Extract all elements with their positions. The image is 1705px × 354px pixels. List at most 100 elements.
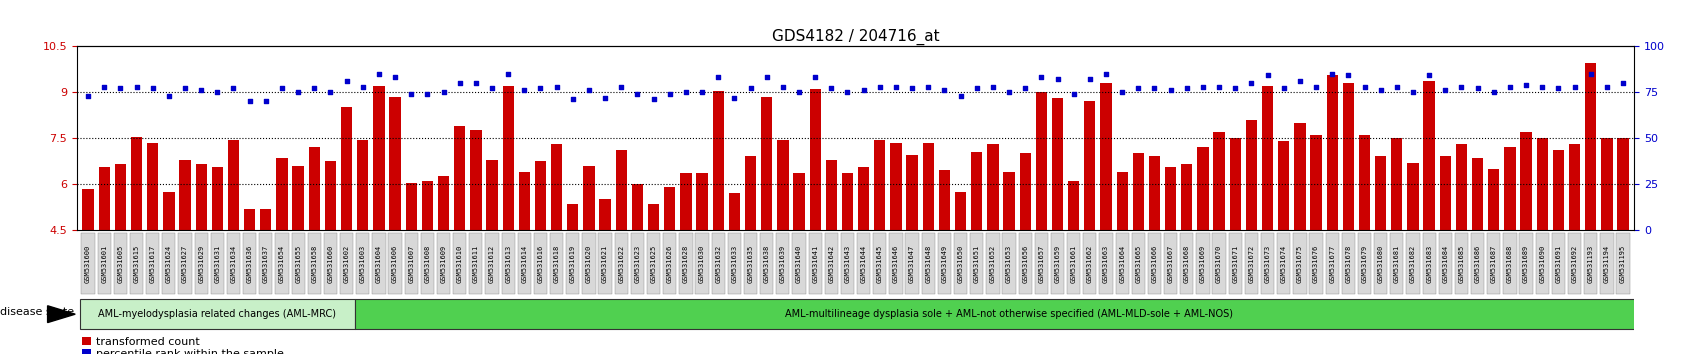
Text: GSM531652: GSM531652 (989, 245, 996, 283)
Text: GSM531607: GSM531607 (407, 245, 414, 283)
Bar (82, 233, 95, 294)
Bar (1180, 164, 1192, 230)
Text: GSM531635: GSM531635 (747, 245, 754, 283)
Bar (1439, 156, 1451, 230)
Bar (938, 170, 950, 230)
Bar (810, 89, 820, 230)
Bar (1390, 233, 1403, 294)
Point (1238, 80, 1265, 86)
Text: GSM531609: GSM531609 (440, 245, 447, 283)
Bar (1502, 233, 1516, 294)
Bar (1487, 169, 1499, 230)
Text: GSM531194: GSM531194 (1603, 245, 1610, 283)
Bar (841, 233, 854, 294)
Text: GSM531684: GSM531684 (1441, 245, 1448, 283)
Bar (1584, 233, 1596, 294)
Bar (566, 233, 580, 294)
Bar (1180, 233, 1194, 294)
Bar (1245, 233, 1257, 294)
Bar (355, 299, 1662, 329)
Text: GSM531678: GSM531678 (1345, 245, 1350, 283)
Bar (211, 233, 223, 294)
Bar (793, 173, 805, 230)
Point (817, 86, 844, 91)
Point (672, 89, 699, 95)
Point (946, 93, 974, 98)
Bar (760, 97, 772, 230)
Point (737, 86, 764, 91)
Text: GSM531657: GSM531657 (1038, 245, 1043, 283)
Polygon shape (48, 306, 75, 322)
Point (1091, 71, 1118, 76)
Text: GSM531608: GSM531608 (425, 245, 430, 283)
Point (510, 87, 537, 93)
Text: GSM531620: GSM531620 (585, 245, 592, 283)
Bar (856, 233, 870, 294)
Bar (1050, 233, 1064, 294)
Bar (598, 199, 610, 230)
Bar (646, 233, 660, 294)
Bar (162, 233, 176, 294)
Bar (1130, 233, 1144, 294)
Bar (275, 233, 288, 294)
Text: GSM531601: GSM531601 (101, 245, 107, 283)
Bar (82, 189, 94, 230)
Point (931, 87, 958, 93)
Bar (99, 167, 109, 230)
Point (268, 86, 295, 91)
Bar (1552, 233, 1563, 294)
Bar (1115, 172, 1127, 230)
Bar (259, 209, 271, 230)
Bar (1163, 233, 1176, 294)
Point (769, 84, 796, 89)
Point (462, 80, 489, 86)
Point (881, 84, 909, 89)
Text: GSM531661: GSM531661 (1071, 245, 1076, 283)
Bar (873, 139, 885, 230)
Legend: transformed count, percentile rank within the sample: transformed count, percentile rank withi… (82, 337, 283, 354)
Text: GSM531631: GSM531631 (215, 245, 220, 283)
Text: GSM531615: GSM531615 (133, 245, 140, 283)
Bar (196, 164, 206, 230)
Point (1575, 71, 1603, 76)
Text: GSM531644: GSM531644 (859, 245, 866, 283)
Text: GSM531691: GSM531691 (1555, 245, 1560, 283)
Point (656, 91, 684, 97)
Point (123, 84, 150, 89)
Point (1011, 86, 1038, 91)
Point (1592, 84, 1620, 89)
Bar (389, 233, 401, 294)
Bar (921, 233, 934, 294)
Point (994, 89, 1021, 95)
Text: GSM531641: GSM531641 (812, 245, 818, 283)
Bar (1084, 101, 1095, 230)
Point (203, 89, 230, 95)
Point (397, 91, 425, 97)
Bar (648, 204, 658, 230)
Point (75, 93, 102, 98)
Text: GSM531653: GSM531653 (1006, 245, 1011, 283)
Bar (454, 126, 465, 230)
Text: GSM531681: GSM531681 (1393, 245, 1400, 283)
Point (866, 84, 893, 89)
Text: GSM531605: GSM531605 (118, 245, 123, 283)
Text: GSM531658: GSM531658 (310, 245, 317, 283)
Text: GSM531664: GSM531664 (1118, 245, 1125, 283)
Bar (581, 233, 595, 294)
Text: GSM531623: GSM531623 (634, 245, 639, 283)
Text: GSM531193: GSM531193 (1587, 245, 1592, 283)
Bar (341, 107, 351, 230)
Bar (679, 233, 692, 294)
Bar (566, 204, 578, 230)
Text: GSM531634: GSM531634 (230, 245, 237, 283)
Text: GSM531643: GSM531643 (844, 245, 851, 283)
Text: GSM531639: GSM531639 (779, 245, 786, 283)
Bar (1309, 135, 1321, 230)
Bar (1212, 233, 1224, 294)
Bar (696, 173, 708, 230)
Point (592, 95, 619, 101)
Bar (598, 233, 612, 294)
Text: GSM531662: GSM531662 (1086, 245, 1093, 283)
Text: disease state: disease state (0, 308, 73, 318)
Bar (1035, 92, 1047, 230)
